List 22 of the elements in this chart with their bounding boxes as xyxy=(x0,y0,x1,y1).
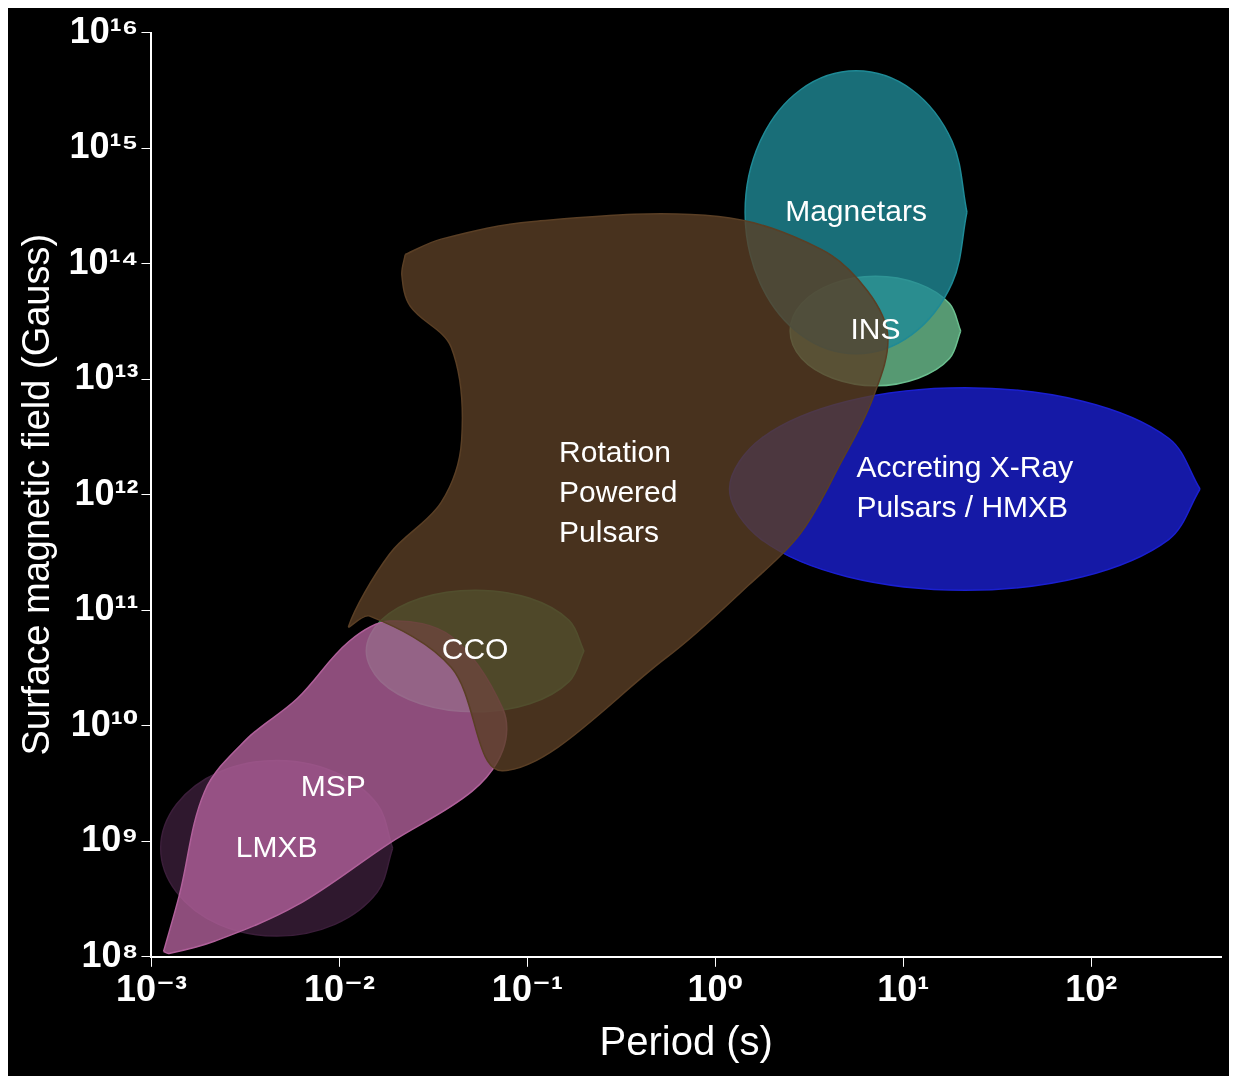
series-label: Magnetars xyxy=(785,193,927,227)
series-label: Rotation Powered Pulsars xyxy=(559,434,678,548)
y-tick-label: 10¹¹ xyxy=(74,587,139,629)
x-tick-label: 10¹ xyxy=(877,968,930,1010)
x-tick-label: 10⁰ xyxy=(687,968,744,1010)
series-label: INS xyxy=(850,312,901,346)
x-tick-label: 10⁻² xyxy=(303,968,375,1010)
y-tick-label: 10¹³ xyxy=(74,356,139,398)
y-tick-label: 10¹⁵ xyxy=(69,125,139,167)
series-label: MSP xyxy=(300,768,366,802)
series-label: CCO xyxy=(441,632,509,666)
y-tick-label: 10¹⁰ xyxy=(70,702,139,744)
y-tick-label: 10¹² xyxy=(74,471,139,513)
y-axis-title: Surface magnetic field (Gauss) xyxy=(15,233,58,756)
series-label: Accreting X-Ray Pulsars / HMXB xyxy=(856,450,1074,524)
x-tick-label: 10² xyxy=(1065,968,1118,1010)
x-axis-title: Period (s) xyxy=(599,1019,773,1064)
x-tick-label: 10⁻¹ xyxy=(491,968,563,1010)
series-label: LMXB xyxy=(235,829,318,863)
y-tick-label: 10¹⁴ xyxy=(68,240,139,282)
y-tick-label: 10¹⁶ xyxy=(69,9,139,51)
y-tick-label: 10⁹ xyxy=(81,818,139,860)
